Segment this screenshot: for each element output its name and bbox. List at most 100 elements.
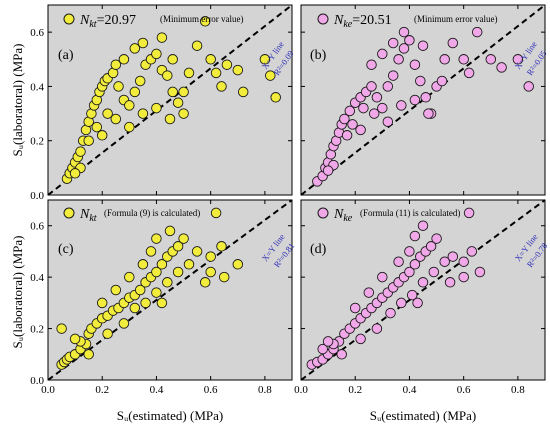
panel-a-data-point bbox=[167, 54, 178, 65]
panel-a-letter: (a) bbox=[58, 48, 74, 63]
panel-b-ticks bbox=[300, 5, 545, 196]
panel-c-data-point bbox=[183, 259, 195, 270]
panel-c-legend-marker bbox=[63, 207, 75, 219]
panel-c-points bbox=[56, 207, 244, 370]
panel-c-legend-label: Nkt bbox=[79, 207, 97, 224]
panel-c-data-point bbox=[151, 233, 162, 244]
panel-b-data-point bbox=[341, 130, 353, 141]
panel-d-data-point bbox=[322, 336, 334, 347]
panel-d-xtick-label: 0.2 bbox=[348, 384, 362, 396]
panel-a-ytick-label: 0.2 bbox=[30, 136, 44, 148]
panel-c-data-point bbox=[56, 323, 67, 334]
panel-c-data-point bbox=[199, 277, 211, 288]
panel-a-data-point bbox=[83, 135, 94, 146]
panel-b-data-point bbox=[393, 54, 404, 65]
panel-c-xtick-label: 0.0 bbox=[41, 384, 55, 396]
panel-d-data-point bbox=[409, 230, 421, 242]
panel-c-data-point bbox=[151, 266, 162, 278]
panel-d-data-point bbox=[349, 302, 361, 314]
panel-c-data-point bbox=[145, 246, 157, 257]
panel-b-data-point bbox=[496, 62, 507, 73]
panel-c-legend-note: (Formula (9) is calculated) bbox=[104, 208, 200, 218]
panel-b-data-point bbox=[396, 100, 407, 111]
panel-d: 0.0 0.2 0.4 0.6 0.8 Nke (Formula (11) is cal… bbox=[294, 199, 549, 396]
panel-d-data-point bbox=[463, 207, 475, 219]
panel-a-data-point bbox=[134, 75, 146, 87]
panel-d-data-point bbox=[466, 246, 478, 257]
panel-b-data-point bbox=[439, 54, 450, 65]
panel-c-data-point bbox=[140, 297, 151, 309]
panel-d-data-point bbox=[336, 349, 347, 360]
panel-a-data-point bbox=[259, 54, 271, 65]
panel-b-data-point bbox=[398, 43, 410, 54]
panel-b-data-point bbox=[387, 70, 399, 81]
panel-a-data-point bbox=[151, 102, 162, 114]
panel-b-data-point bbox=[382, 81, 394, 92]
x-axis-title-left: Sᵤ(estimated) (MPa) bbox=[117, 408, 223, 423]
panel-d-xtick-label: 0.4 bbox=[403, 384, 417, 396]
panel-b-data-point bbox=[409, 59, 421, 70]
panel-c-data-point bbox=[218, 271, 230, 283]
x-axis-title-right: Sᵤ(estimated) (MPa) bbox=[370, 408, 476, 423]
panel-d-data-point bbox=[377, 271, 388, 283]
panel-c-data-point bbox=[118, 318, 130, 329]
panel-a-data-point bbox=[237, 86, 249, 98]
panel-b-data-point bbox=[344, 105, 356, 117]
panel-c-data-point bbox=[216, 241, 227, 252]
panel-d-xtick-label: 0.0 bbox=[294, 384, 308, 396]
panel-c-data-point bbox=[156, 297, 168, 309]
panel-b-data-point bbox=[358, 102, 369, 114]
panel-b: Nke=20.51 (Minimum error value) (b) X=Y … bbox=[300, 4, 549, 196]
panel-d-data-point bbox=[404, 246, 415, 257]
panel-a-data-point bbox=[178, 108, 189, 119]
panel-a-data-point bbox=[137, 37, 149, 49]
panel-b-data-point bbox=[415, 75, 426, 87]
panel-d-points bbox=[306, 207, 486, 370]
panel-a-data-point bbox=[91, 121, 103, 133]
panel-b-data-point bbox=[471, 26, 483, 38]
panel-d-data-point bbox=[431, 233, 442, 244]
panel-d-data-point bbox=[412, 297, 423, 309]
panel-d-data-point bbox=[396, 297, 407, 309]
panel-c: 0.0 0.2 0.4 0.6 0.0 0.2 0.4 0.6 0.8 Nkt (Formula… bbox=[30, 199, 296, 396]
panel-c-data-point bbox=[232, 259, 244, 270]
panel-a-data-point bbox=[162, 70, 173, 81]
panel-c-letter: (c) bbox=[58, 242, 74, 257]
panel-a-identity-line bbox=[47, 4, 293, 196]
panel-d-xtick-label: 0.6 bbox=[457, 384, 471, 396]
panel-a-data-point bbox=[156, 32, 168, 43]
panel-d-data-point bbox=[458, 256, 469, 267]
panel-a-data-point bbox=[178, 86, 189, 98]
panel-a-data-point bbox=[75, 146, 86, 157]
panel-b-data-point bbox=[322, 165, 334, 176]
panel-a-data-point bbox=[265, 70, 276, 81]
panel-c-data-point bbox=[205, 266, 216, 278]
panel-d-data-point bbox=[404, 266, 415, 278]
panel-a-data-point bbox=[183, 67, 195, 79]
panel-a-legend-marker bbox=[63, 13, 75, 25]
panel-b-data-point bbox=[382, 116, 394, 127]
panel-a-data-point bbox=[102, 108, 113, 119]
panel-d-data-point bbox=[406, 289, 418, 301]
panel-b-data-point bbox=[447, 37, 459, 49]
panel-b-data-point bbox=[377, 102, 388, 114]
panel-c-data-point bbox=[151, 287, 162, 298]
panel-c-data-point bbox=[129, 302, 141, 314]
panel-c-data-point bbox=[137, 259, 149, 270]
panel-a-data-point bbox=[113, 81, 124, 92]
panel-c-ytick-label: 0.0 bbox=[30, 375, 44, 387]
panel-d-data-point bbox=[317, 343, 328, 355]
panel-c-data-point bbox=[134, 284, 146, 296]
panel-d-data-point bbox=[458, 271, 469, 283]
panel-a-data-point bbox=[151, 48, 162, 60]
y-axis-title-top: Sᵤ(laboratoral) (MPa) bbox=[10, 44, 25, 157]
panel-b-data-point bbox=[339, 113, 350, 125]
panel-a-data-point bbox=[232, 64, 244, 76]
panel-d-legend-marker bbox=[317, 207, 329, 219]
panel-b-data-point bbox=[371, 92, 383, 103]
panel-b-legend-marker bbox=[317, 13, 329, 25]
panel-a-data-point bbox=[210, 67, 222, 79]
panel-b-data-point bbox=[463, 67, 475, 79]
panel-c-ytick-label: 0.4 bbox=[30, 272, 44, 284]
panel-b-data-point bbox=[523, 81, 534, 92]
